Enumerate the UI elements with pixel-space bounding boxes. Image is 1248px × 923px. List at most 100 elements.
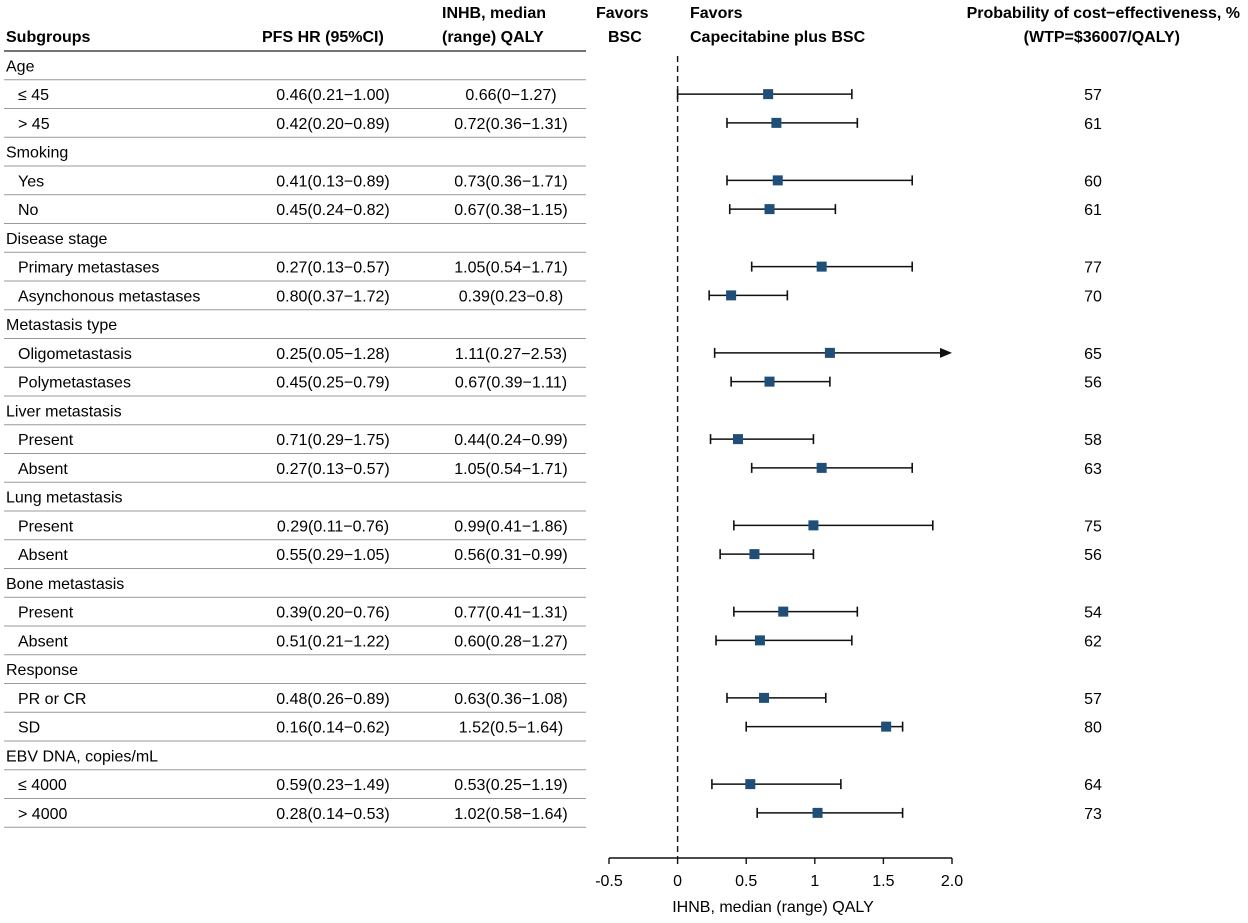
inhb-value: 0.60(0.28−1.27) [454,633,567,650]
header-prob-line2: (WTP=$36007/QALY) [1024,29,1180,46]
subgroup-label: Absent [18,633,68,650]
subgroup-label: PR or CR [18,691,86,708]
subgroup-label: ≤ 45 [18,87,49,104]
x-tick-label: 1 [810,873,819,890]
x-tick-label: -0.5 [595,873,623,890]
inhb-value: 0.72(0.36−1.31) [454,116,567,133]
subgroup-label: No [18,202,39,219]
inhb-value: 0.66(0−1.27) [465,87,556,104]
subgroup-label: > 4000 [18,806,67,823]
inhb-value: 0.73(0.36−1.71) [454,173,567,190]
pfs-hr-value: 0.39(0.20−0.76) [276,605,389,622]
probability-value: 75 [1084,518,1102,535]
table-layer: Age ≤ 45 0.46(0.21−1.00) 0.66(0−1.27) 57 > 45… [4,50,1102,828]
group-label: Metastasis type [6,317,117,334]
probability-value: 61 [1084,202,1102,219]
inhb-value: 1.52(0.5−1.64) [459,720,564,737]
pfs-hr-value: 0.45(0.24−0.82) [276,202,389,219]
group-label: Age [6,58,35,75]
inhb-value: 0.77(0.41−1.31) [454,605,567,622]
median-point [816,261,827,272]
median-point [763,89,774,100]
forest-mark [733,606,859,617]
median-point [764,376,775,387]
probability-value: 64 [1084,777,1102,794]
median-point [812,807,823,818]
pfs-hr-value: 0.42(0.20−0.89) [276,116,389,133]
header-favors-bsc-line2: BSC [608,29,642,46]
pfs-hr-value: 0.28(0.14−0.53) [276,806,389,823]
group-label: Bone metastasis [6,576,124,593]
group-label: Disease stage [6,231,107,248]
median-point [745,779,756,790]
probability-value: 62 [1084,633,1102,650]
inhb-value: 0.44(0.24−0.99) [454,432,567,449]
group-label: Liver metastasis [6,403,122,420]
median-point [764,204,775,215]
median-point [778,606,789,617]
subgroup-label: Primary metastases [18,260,159,277]
pfs-hr-value: 0.80(0.37−1.72) [276,288,389,305]
header-favors-cap-line2: Capecitabine plus BSC [690,29,866,46]
inhb-value: 0.56(0.31−0.99) [454,547,567,564]
forest-mark [713,347,952,358]
subgroup-label: Present [18,432,74,449]
pfs-hr-value: 0.45(0.25−0.79) [276,375,389,392]
inhb-value: 1.05(0.54−1.71) [454,260,567,277]
ci-arrow [940,347,952,358]
forest-mark [750,261,914,272]
forest-mark [676,89,853,100]
median-point [749,549,760,560]
median-point [732,434,743,445]
forest-mark [726,692,827,703]
inhb-value: 0.63(0.36−1.08) [454,691,567,708]
subgroup-label: Absent [18,461,68,478]
header-favors-bsc-line1: Favors [596,5,649,22]
header-pfs-hr: PFS HR (95%CI) [262,29,384,46]
inhb-value: 1.05(0.54−1.71) [454,461,567,478]
forest-mark [715,635,853,646]
forest-mark [733,520,934,531]
subgroup-label: Polymetastases [18,375,131,392]
subgroup-label: Asynchonous metastases [18,288,200,305]
pfs-hr-value: 0.27(0.13−0.57) [276,260,389,277]
pfs-hr-value: 0.27(0.13−0.57) [276,461,389,478]
header-subgroups: Subgroups [6,29,91,46]
subgroup-label: ≤ 4000 [18,777,67,794]
pfs-hr-value: 0.51(0.21−1.22) [276,633,389,650]
pfs-hr-value: 0.48(0.26−0.89) [276,691,389,708]
median-point [881,721,892,732]
pfs-hr-value: 0.16(0.14−0.62) [276,720,389,737]
forest-mark [726,175,914,186]
x-axis: -0.5 0 0.5 1 1.5 2.0 [595,857,963,890]
x-tick-label: 1.5 [872,873,894,890]
inhb-value: 0.53(0.25−1.19) [454,777,567,794]
inhb-value: 0.67(0.39−1.11) [455,375,567,392]
inhb-value: 0.39(0.23−0.8) [459,288,564,305]
pfs-hr-value: 0.25(0.05−1.28) [276,346,389,363]
probability-value: 58 [1084,432,1102,449]
subgroup-label: SD [18,720,40,737]
probability-value: 63 [1084,461,1102,478]
pfs-hr-value: 0.41(0.13−0.89) [276,173,389,190]
inhb-value: 1.11(0.27−2.53) [455,346,567,363]
pfs-hr-value: 0.29(0.11−0.76) [277,518,389,535]
forest-mark [728,204,837,215]
pfs-hr-value: 0.55(0.29−1.05) [276,547,389,564]
forest-mark [750,462,914,473]
probability-value: 57 [1084,691,1102,708]
forest-mark [709,434,815,445]
median-point [808,520,819,531]
probability-value: 61 [1084,116,1102,133]
header-inhb-line2: (range) QALY [442,29,544,46]
forest-mark [730,376,831,387]
probability-value: 56 [1084,375,1102,392]
group-label: EBV DNA, copies/mL [6,748,158,765]
subgroup-label: Absent [18,547,68,564]
probability-value: 80 [1084,720,1102,737]
x-tick-label: 0.5 [735,873,757,890]
probability-value: 60 [1084,173,1102,190]
median-point [772,175,783,186]
median-point [824,347,835,358]
forest-mark [726,117,859,128]
